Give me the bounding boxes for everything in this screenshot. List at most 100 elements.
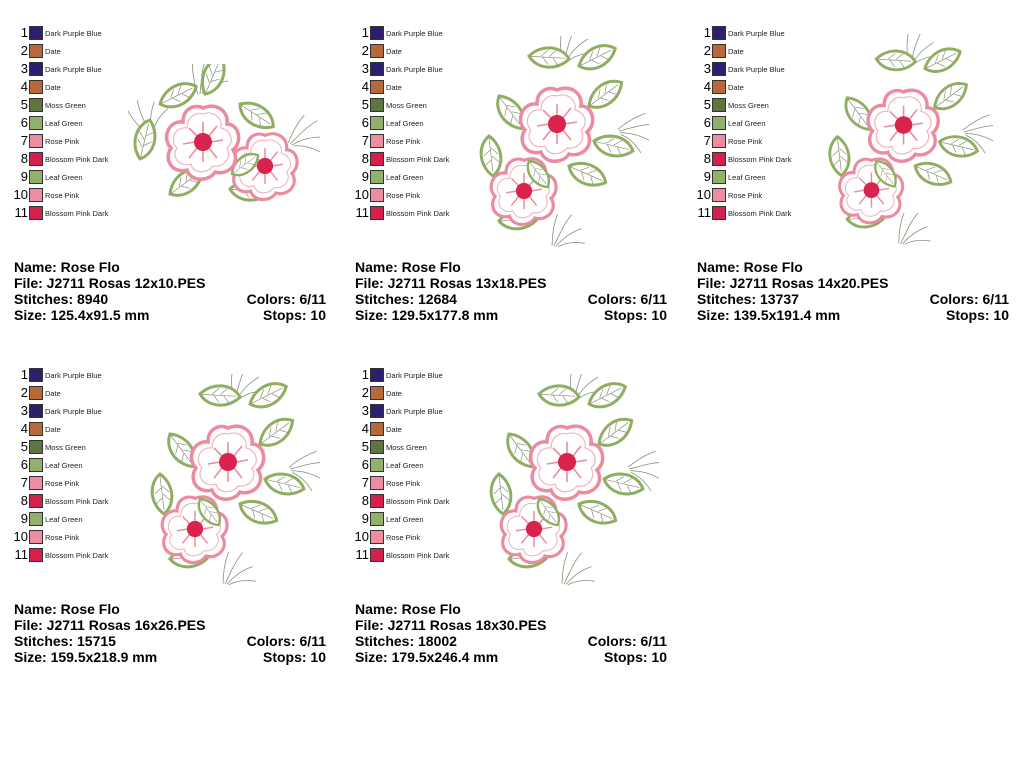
color-swatch <box>712 98 726 112</box>
legend-row: 2 Date <box>361 43 402 58</box>
legend-row: 10 Rose Pink <box>696 187 763 202</box>
legend-row: 11 Blossom Pink Dark <box>697 205 792 220</box>
legend-row: 7 Rose Pink <box>361 133 421 148</box>
color-swatch <box>370 98 384 112</box>
legend-row: 2 Date <box>20 43 61 58</box>
color-swatch <box>29 134 43 148</box>
legend-row: 5 Moss Green <box>20 97 86 112</box>
legend-row: 6 Leaf Green <box>703 115 766 130</box>
legend-row: 6 Leaf Green <box>361 457 424 472</box>
legend-row: 2 Date <box>20 385 61 400</box>
legend-row: 2 Date <box>703 43 744 58</box>
color-swatch <box>370 530 384 544</box>
legend-row: 5 Moss Green <box>20 439 86 454</box>
legend-row: 2 Date <box>361 385 402 400</box>
legend-row: 5 Moss Green <box>361 439 427 454</box>
legend-row: 8 Blossom Pink Dark <box>20 493 109 508</box>
legend-row: 11 Blossom Pink Dark <box>355 547 450 562</box>
legend-row: 3 Dark Purple Blue <box>703 61 785 76</box>
design-stitches: Stitches: 8940 <box>14 291 109 307</box>
design-stitches: Stitches: 15715 <box>14 633 116 649</box>
color-swatch <box>370 494 384 508</box>
color-swatch <box>370 422 384 436</box>
design-colors: Colors: 6/11 <box>246 633 326 649</box>
legend-row: 1 Dark Purple Blue <box>361 367 443 382</box>
design-panel-3: 1 Dark Purple Blue 2 Date 3 Dark Purple Blu… <box>693 24 1013 344</box>
color-swatch <box>370 440 384 454</box>
color-swatch <box>29 170 43 184</box>
color-swatch <box>29 62 43 76</box>
design-info: Name: Rose Flo File: J2711 Rosas 14x20.P… <box>697 259 1009 323</box>
color-swatch <box>29 368 43 382</box>
color-swatch <box>370 116 384 130</box>
legend-row: 6 Leaf Green <box>20 115 83 130</box>
design-file: File: J2711 Rosas 13x18.PES <box>355 275 547 291</box>
design-stitches: Stitches: 18002 <box>355 633 457 649</box>
legend-row: 9 Leaf Green <box>703 169 766 184</box>
design-panel-1: 1 Dark Purple Blue 2 Date 3 Dark Purple Blu… <box>10 24 330 344</box>
legend-row: 11 Blossom Pink Dark <box>14 205 109 220</box>
legend-row: 10 Rose Pink <box>354 187 421 202</box>
design-file: File: J2711 Rosas 16x26.PES <box>14 617 206 633</box>
embroidery-design-preview <box>125 64 320 206</box>
color-swatch <box>712 134 726 148</box>
design-panel-2: 1 Dark Purple Blue 2 Date 3 Dark Purple Blu… <box>351 24 671 344</box>
legend-row: 4 Date <box>361 421 402 436</box>
legend-row: 1 Dark Purple Blue <box>20 25 102 40</box>
legend-row: 8 Blossom Pink Dark <box>703 151 792 166</box>
design-info: Name: Rose Flo File: J2711 Rosas 13x18.P… <box>355 259 667 323</box>
legend-row: 3 Dark Purple Blue <box>20 61 102 76</box>
color-swatch <box>370 152 384 166</box>
color-swatch <box>29 26 43 40</box>
design-panel-4: 1 Dark Purple Blue 2 Date 3 Dark Purple Blu… <box>10 366 330 686</box>
legend-row: 9 Leaf Green <box>361 511 424 526</box>
legend-row: 10 Rose Pink <box>354 529 421 544</box>
design-stitches: Stitches: 12684 <box>355 291 457 307</box>
legend-row: 7 Rose Pink <box>20 133 80 148</box>
legend-row: 7 Rose Pink <box>703 133 763 148</box>
design-colors: Colors: 6/11 <box>587 291 667 307</box>
color-swatch <box>29 188 43 202</box>
legend-row: 6 Leaf Green <box>20 457 83 472</box>
legend-row: 11 Blossom Pink Dark <box>14 547 109 562</box>
legend-row: 6 Leaf Green <box>361 115 424 130</box>
design-panel-5: 1 Dark Purple Blue 2 Date 3 Dark Purple Blu… <box>351 366 671 686</box>
legend-row: 10 Rose Pink <box>13 187 80 202</box>
design-file: File: J2711 Rosas 18x30.PES <box>355 617 547 633</box>
legend-row: 3 Dark Purple Blue <box>20 403 102 418</box>
color-swatch <box>29 440 43 454</box>
legend-row: 4 Date <box>20 79 61 94</box>
color-swatch <box>29 44 43 58</box>
color-swatch <box>29 98 43 112</box>
color-swatch <box>712 206 726 220</box>
color-swatch <box>370 80 384 94</box>
color-swatch <box>29 404 43 418</box>
color-swatch <box>370 26 384 40</box>
color-swatch <box>370 512 384 526</box>
legend-row: 10 Rose Pink <box>13 529 80 544</box>
legend-row: 9 Leaf Green <box>361 169 424 184</box>
color-swatch <box>370 44 384 58</box>
color-swatch <box>712 80 726 94</box>
color-swatch <box>29 386 43 400</box>
legend-row: 1 Dark Purple Blue <box>361 25 443 40</box>
color-swatch <box>712 116 726 130</box>
color-swatch <box>29 530 43 544</box>
color-swatch <box>370 458 384 472</box>
legend-row: 1 Dark Purple Blue <box>20 367 102 382</box>
color-swatch <box>370 476 384 490</box>
embroidery-design-preview <box>489 374 659 589</box>
color-swatch <box>370 368 384 382</box>
color-swatch <box>370 188 384 202</box>
color-swatch <box>29 548 43 562</box>
design-size: Size: 159.5x218.9 mm <box>14 649 158 665</box>
design-stops: Stops: 10 <box>603 307 667 323</box>
design-info: Name: Rose Flo File: J2711 Rosas 16x26.P… <box>14 601 326 665</box>
color-swatch <box>370 386 384 400</box>
color-swatch <box>712 26 726 40</box>
embroidery-design-preview <box>479 36 649 251</box>
design-colors: Colors: 6/11 <box>246 291 326 307</box>
color-swatch <box>370 404 384 418</box>
embroidery-design-preview <box>150 374 320 589</box>
legend-row: 9 Leaf Green <box>20 511 83 526</box>
